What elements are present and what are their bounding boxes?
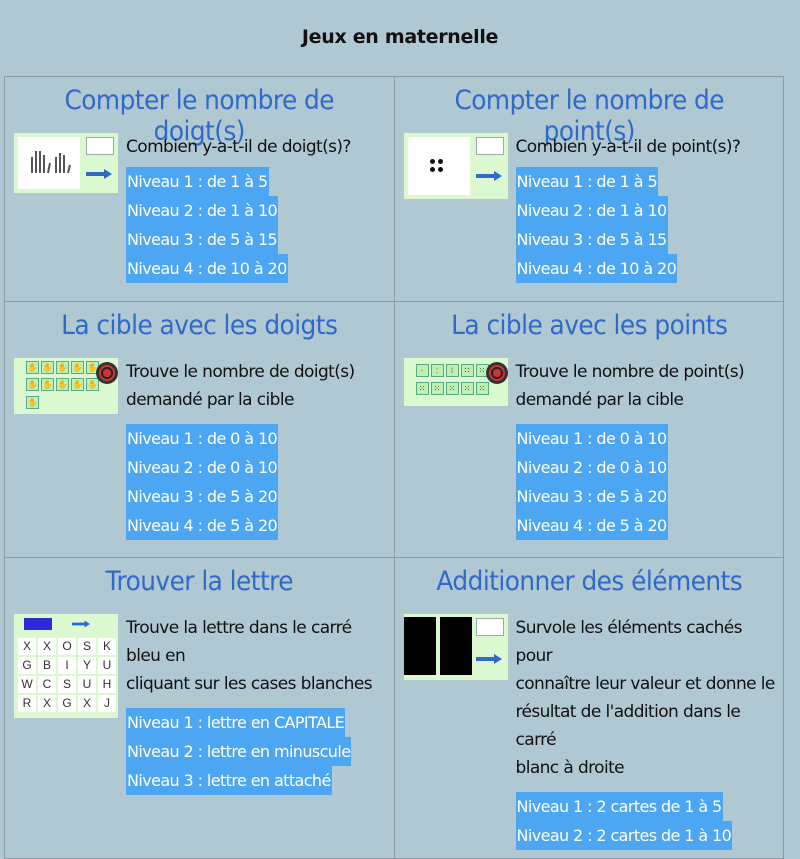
letter-cell[interactable]: K [98, 638, 116, 655]
game-card-dots-count: Compter le nombre de point(s) Combien y-… [393, 76, 784, 302]
level-link[interactable]: Niveau 2 : 2 cartes de 1 à 10 [515, 821, 733, 850]
level-link[interactable]: Niveau 2 : de 1 à 10 [126, 196, 279, 225]
finger-cards-icon[interactable]: ✋ ✋ ✋ ✋ ✋ ✋ ✋ ✋ ✋ ✋ ✋ [14, 358, 118, 414]
letter-cell[interactable]: W [18, 676, 36, 693]
letter-cell[interactable]: U [78, 676, 96, 693]
level-link[interactable]: Niveau 4 : de 10 à 20 [515, 254, 678, 283]
letter-cell[interactable]: U [98, 657, 116, 674]
letter-cell[interactable]: X [38, 638, 56, 655]
dots-icon[interactable] [403, 133, 508, 199]
letter-cell[interactable]: S [58, 676, 76, 693]
level-link[interactable]: Niveau 3 : de 5 à 15 [515, 225, 668, 254]
game-description: Combien y-a-t-il de doigt(s)? [126, 137, 351, 157]
letter-cell[interactable]: G [58, 695, 76, 712]
hands-icon[interactable] [14, 133, 118, 193]
letter-cell[interactable]: G [18, 657, 36, 674]
game-description-line: Trouve la lettre dans le carré bleu en [126, 618, 352, 666]
game-description-line: cliquant sur les cases blanches [126, 674, 373, 694]
level-link[interactable]: Niveau 1 : de 0 à 10 [515, 424, 668, 453]
level-link[interactable]: Niveau 1 : de 1 à 5 [515, 167, 659, 196]
letter-cell[interactable]: X [18, 638, 36, 655]
letter-cell[interactable]: X [38, 695, 56, 712]
letter-cell[interactable]: O [58, 638, 76, 655]
level-link[interactable]: Niveau 2 : de 0 à 10 [515, 453, 668, 482]
game-card-target-fingers: La cible avec les doigts ✋ ✋ ✋ ✋ ✋ ✋ ✋ ✋ ✋ ✋ ✋ T… [4, 301, 395, 558]
game-title[interactable]: Trouver la lettre [105, 566, 294, 597]
level-link[interactable]: Niveau 1 : de 1 à 5 [126, 167, 269, 196]
game-description: Combien y-a-t-il de point(s)? [515, 137, 741, 157]
level-link[interactable]: Niveau 3 : de 5 à 15 [126, 225, 279, 254]
game-card-find-letter: Trouver la lettre X X O S K G B I Y [4, 557, 395, 859]
level-link[interactable]: Niveau 2 : de 1 à 10 [515, 196, 668, 225]
game-description-line: Trouve le nombre de point(s) [515, 362, 745, 382]
page-title: Jeux en maternelle [301, 26, 499, 48]
game-card-fingers-count: Compter le nombre de doigt(s) Combien y-… [4, 76, 395, 302]
game-description-line: résultat de l'addition dans le carré [515, 702, 741, 750]
letter-grid-icon[interactable]: X X O S K G B I Y U W C S U H [14, 614, 118, 718]
letter-cell[interactable]: J [98, 695, 116, 712]
level-link[interactable]: Niveau 2 : lettre en minuscule [126, 737, 352, 766]
letter-cell[interactable]: H [98, 676, 116, 693]
dot-cards-icon[interactable]: ·: ⁝ ∷ ⁙ ⁙ ⁙ ⁙ ⁙ ⁙ [403, 358, 508, 406]
game-title[interactable]: Additionner des éléments [435, 566, 742, 597]
game-description-line: demandé par la cible [515, 390, 684, 410]
level-link[interactable]: Niveau 4 : de 5 à 20 [515, 511, 668, 540]
game-description-line: connaître leur valeur et donne le [515, 674, 776, 694]
game-description-line: Survole les éléments cachés pour [515, 618, 743, 666]
hidden-cards-icon[interactable] [403, 614, 508, 680]
letter-cell[interactable]: Y [78, 657, 96, 674]
letter-cell[interactable]: R [18, 695, 36, 712]
level-link[interactable]: Niveau 4 : de 5 à 20 [126, 511, 279, 540]
level-link[interactable]: Niveau 1 : lettre en CAPITALE [126, 708, 346, 737]
game-description-line: blanc à droite [515, 758, 625, 778]
level-link[interactable]: Niveau 3 : de 5 à 20 [515, 482, 668, 511]
level-link[interactable]: Niveau 1 : de 0 à 10 [126, 424, 279, 453]
level-link[interactable]: Niveau 4 : de 10 à 20 [126, 254, 288, 283]
level-link[interactable]: Niveau 3 : lettre en attaché [126, 766, 332, 795]
level-link[interactable]: Niveau 1 : 2 cartes de 1 à 5 [515, 792, 723, 821]
level-link[interactable]: Niveau 2 : de 0 à 10 [126, 453, 279, 482]
letter-cell[interactable]: S [78, 638, 96, 655]
game-title[interactable]: La cible avec les doigts [61, 310, 338, 341]
game-title[interactable]: Compter le nombre de doigt(s) [64, 85, 334, 147]
game-title[interactable]: La cible avec les points [450, 310, 728, 341]
game-card-target-dots: La cible avec les points ·: ⁝ ∷ ⁙ ⁙ ⁙ ⁙ ⁙ ⁙ Tro… [393, 301, 784, 558]
games-table: Compter le nombre de doigt(s) Combien y-… [4, 76, 784, 859]
game-description-line: demandé par la cible [126, 390, 294, 410]
letter-cell[interactable]: I [58, 657, 76, 674]
letter-cell[interactable]: X [78, 695, 96, 712]
game-title[interactable]: Compter le nombre de point(s) [453, 85, 724, 147]
game-card-addition: Additionner des éléments Survole les élé… [393, 557, 784, 859]
level-link[interactable]: Niveau 3 : de 5 à 20 [126, 482, 279, 511]
letter-cell[interactable]: B [38, 657, 56, 674]
letter-cell[interactable]: C [38, 676, 56, 693]
game-description-line: Trouve le nombre de doigt(s) [126, 362, 355, 382]
